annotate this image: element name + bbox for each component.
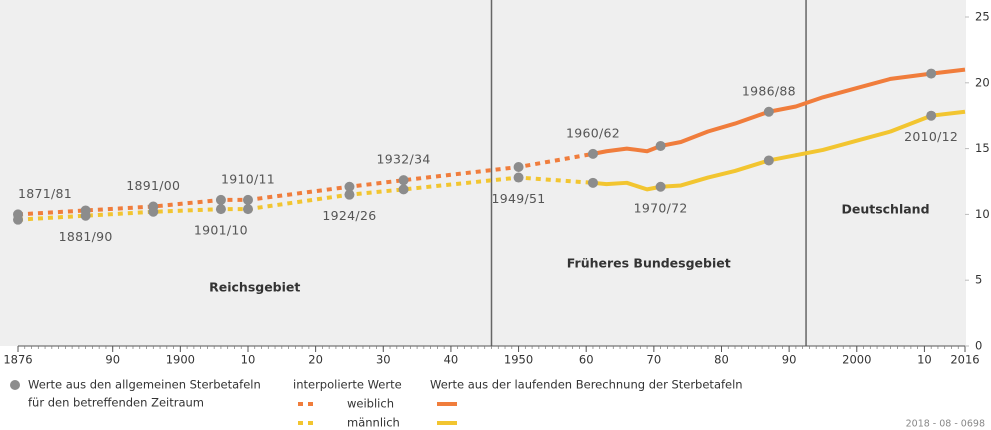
- table-point: [513, 162, 524, 173]
- x-tick-label: 80: [714, 353, 729, 367]
- period-label: 1949/51: [492, 191, 546, 206]
- period-label: 1891/00: [126, 178, 180, 193]
- legend-interpolated: interpolierte Werte: [293, 378, 402, 392]
- table-point: [926, 68, 937, 79]
- x-tick-label: 40: [444, 353, 459, 367]
- x-tick-label: 1876: [3, 353, 32, 367]
- x-tick-label: 20: [308, 353, 323, 367]
- table-point: [398, 175, 409, 186]
- table-point: [148, 206, 159, 217]
- table-point: [587, 148, 598, 159]
- table-point: [763, 106, 774, 117]
- x-tick-label: 10: [917, 353, 932, 367]
- period-label: 1910/11: [221, 171, 275, 186]
- period-label: 1932/34: [377, 152, 431, 167]
- period-label: 1986/88: [742, 83, 796, 98]
- period-label: 1970/72: [634, 200, 688, 215]
- table-point: [215, 194, 226, 205]
- computed-line: [592, 109, 966, 192]
- table-point: [655, 140, 666, 151]
- y-tick-label: 0: [975, 339, 982, 353]
- table-point: [344, 189, 355, 200]
- x-tick-label: 60: [579, 353, 594, 367]
- legend-points: für den betreffenden Zeitraum: [28, 396, 204, 410]
- legend-points: Werte aus den allgemeinen Sterbetafeln: [28, 378, 261, 392]
- period-label: 1901/10: [194, 223, 248, 238]
- legend-computed: Werte aus der laufenden Berechnung der S…: [430, 378, 743, 392]
- table-point: [398, 184, 409, 195]
- legend-male: männlich: [347, 416, 400, 430]
- table-point: [587, 177, 598, 188]
- x-tick-label: 70: [647, 353, 662, 367]
- y-tick-label: 5: [975, 273, 982, 287]
- region-label: Reichsgebiet: [209, 280, 300, 295]
- period-label: 1871/81: [18, 186, 72, 201]
- table-point: [763, 155, 774, 166]
- footer: 2018 - 08 - 0698: [906, 419, 985, 430]
- x-tick-label: 1900: [166, 353, 195, 367]
- x-tick-label: 10: [241, 353, 256, 367]
- period-label: 1960/62: [566, 125, 620, 140]
- table-point: [926, 110, 937, 121]
- period-label: 1924/26: [322, 208, 376, 223]
- period-label: 1881/90: [59, 229, 113, 244]
- table-point: [655, 181, 666, 192]
- table-point: [13, 214, 23, 225]
- region-label: Deutschland: [841, 202, 929, 217]
- y-tick-label: 10: [975, 207, 990, 221]
- x-tick-label: 90: [782, 353, 797, 367]
- table-point: [513, 172, 524, 183]
- x-tick-label: 2016: [950, 353, 979, 367]
- computed-line: [592, 67, 966, 156]
- table-point: [242, 204, 253, 215]
- table-point: [80, 210, 91, 221]
- legend-point: [10, 380, 20, 390]
- y-tick-label: 25: [975, 10, 990, 24]
- x-tick-label: 2000: [842, 353, 871, 367]
- x-tick-label: 90: [105, 353, 120, 367]
- table-point: [344, 181, 355, 192]
- y-tick-label: 20: [975, 75, 990, 89]
- plot-background: [0, 0, 966, 346]
- region-label: Früheres Bundesgebiet: [567, 256, 731, 271]
- x-tick-label: 1950: [504, 353, 533, 367]
- x-tick-label: 30: [376, 353, 391, 367]
- y-tick-label: 15: [975, 141, 990, 155]
- table-point: [242, 194, 253, 205]
- legend-female: weiblich: [347, 397, 394, 411]
- period-label: 2010/12: [904, 129, 958, 144]
- table-point: [215, 204, 226, 215]
